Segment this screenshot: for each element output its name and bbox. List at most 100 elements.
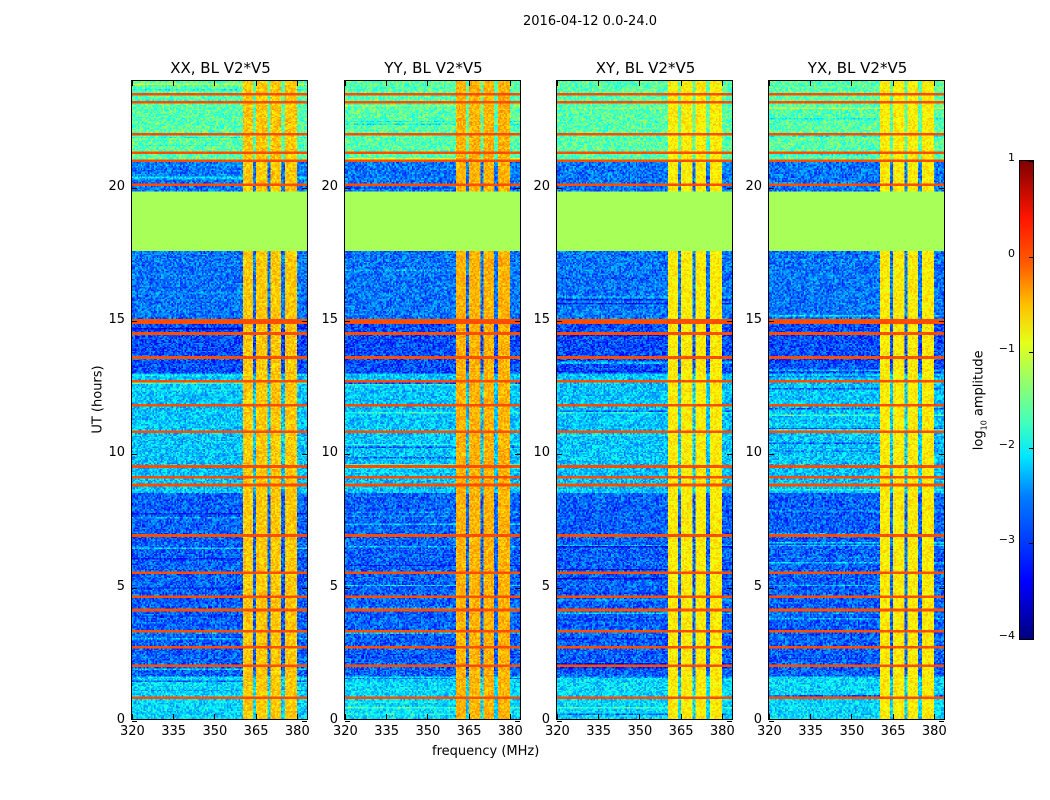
x-tick-bottom <box>810 714 812 719</box>
x-tick-bottom <box>557 714 558 719</box>
x-tick-label: 380 <box>921 724 947 739</box>
x-tick-label: 350 <box>839 724 865 739</box>
panel-title: YY, BL V2*V5 <box>384 59 483 77</box>
y-tick-right <box>515 321 520 322</box>
y-tick-left <box>769 187 774 189</box>
x-tick-bottom <box>468 714 470 719</box>
y-tick-label: 10 <box>533 445 550 461</box>
x-tick-label: 380 <box>284 724 310 739</box>
y-tick-left <box>557 721 562 722</box>
colorbar-tick <box>1029 161 1033 162</box>
y-tick-left <box>769 321 774 322</box>
y-tick-right <box>939 321 944 322</box>
spectrogram-panel: YX, BL V2*V5 320 335 350 365 380 0 5 10 15 20 <box>745 59 946 739</box>
y-tick-right <box>302 187 307 189</box>
colorbar-tick <box>1029 639 1033 640</box>
y-tick-left <box>132 187 137 189</box>
x-tick-label: 380 <box>709 724 735 739</box>
y-tick-left <box>769 587 774 589</box>
colorbar-tick-label: −1 <box>998 342 1015 356</box>
y-tick-label: 5 <box>753 578 762 594</box>
x-tick-bottom <box>851 714 853 719</box>
y-tick-label: 20 <box>745 178 762 194</box>
y-tick-label: 5 <box>329 578 338 594</box>
y-tick-left <box>345 321 350 322</box>
y-tick-label: 5 <box>541 578 550 594</box>
y-axis-label: UT (hours) <box>90 365 106 434</box>
x-tick-bottom <box>173 714 175 719</box>
x-tick-label: 320 <box>545 724 570 739</box>
y-tick-label: 15 <box>745 312 762 327</box>
y-tick-label: 0 <box>753 712 762 727</box>
colorbar-tick-label: −2 <box>998 437 1015 451</box>
colorbar-label-prefix: log <box>971 430 987 451</box>
colorbar-tick <box>1029 543 1033 545</box>
x-tick-label: 350 <box>202 724 228 739</box>
y-tick-label: 20 <box>108 178 125 194</box>
x-tick-top <box>468 81 470 86</box>
x-tick-top <box>892 81 894 86</box>
x-tick-label: 365 <box>880 724 906 739</box>
x-tick-bottom <box>386 714 388 719</box>
y-tick-left <box>132 721 137 722</box>
y-tick-right <box>939 454 944 456</box>
y-tick-label: 0 <box>541 712 550 727</box>
y-tick-label: 20 <box>533 178 550 194</box>
x-tick-label: 350 <box>415 724 441 739</box>
x-tick-bottom <box>769 714 770 719</box>
colorbar-tick <box>1029 447 1033 449</box>
y-tick-left <box>345 454 350 456</box>
x-tick-label: 335 <box>374 724 400 739</box>
colorbar-tick-label: −3 <box>998 533 1015 547</box>
x-tick-top <box>639 81 641 86</box>
y-tick-left <box>769 721 774 722</box>
y-tick-left <box>769 454 774 456</box>
y-tick-label: 10 <box>108 445 125 461</box>
x-tick-top <box>345 81 346 86</box>
y-tick-left <box>557 187 562 189</box>
y-tick-left <box>557 587 562 589</box>
spectrogram-panel: XY, BL V2*V5 320 335 350 365 380 0 5 10 15 20 <box>533 59 734 739</box>
x-tick-top <box>680 81 682 86</box>
y-tick-label: 15 <box>108 312 125 327</box>
y-tick-left <box>557 321 562 322</box>
x-tick-bottom <box>345 714 346 719</box>
x-tick-label: 335 <box>161 724 187 739</box>
colorbar-tick-label: 0 <box>1008 246 1015 260</box>
y-tick-right <box>727 321 732 322</box>
y-tick-right <box>939 721 944 722</box>
x-axis-label: frequency (MHz) <box>432 744 540 759</box>
colorbar-tick <box>1029 352 1033 354</box>
x-tick-bottom <box>296 714 298 719</box>
figure-title: 2016-04-12 0.0-24.0 <box>523 14 657 29</box>
x-tick-label: 335 <box>798 724 824 739</box>
y-tick-left <box>345 587 350 589</box>
spectrogram-image <box>345 81 520 719</box>
x-tick-label: 335 <box>586 724 612 739</box>
x-tick-bottom <box>255 714 257 719</box>
colorbar-label: log10 amplitude <box>972 330 989 470</box>
y-tick-right <box>515 454 520 456</box>
x-tick-top <box>214 81 216 86</box>
x-tick-top <box>933 81 935 86</box>
x-tick-top <box>509 81 511 86</box>
x-tick-bottom <box>933 714 935 719</box>
x-tick-bottom <box>509 714 511 719</box>
y-tick-left <box>345 187 350 189</box>
panel-title: YX, BL V2*V5 <box>807 59 908 77</box>
spectrogram-panel: XX, BL V2*V5 320 335 350 365 380 0 5 10 15 20 <box>108 59 309 739</box>
spectrogram-image <box>557 81 732 719</box>
y-tick-label: 15 <box>533 312 550 327</box>
y-tick-left <box>132 321 137 322</box>
y-tick-right <box>939 187 944 189</box>
y-tick-right <box>302 721 307 722</box>
y-tick-left <box>345 721 350 722</box>
y-tick-right <box>515 721 520 722</box>
y-tick-right <box>515 187 520 189</box>
x-tick-bottom <box>721 714 723 719</box>
colorbar-tick-label: 1 <box>1008 151 1015 164</box>
panel-title: XY, BL V2*V5 <box>595 59 696 77</box>
x-tick-top <box>173 81 175 86</box>
y-tick-right <box>727 187 732 189</box>
y-tick-label: 0 <box>116 712 125 727</box>
